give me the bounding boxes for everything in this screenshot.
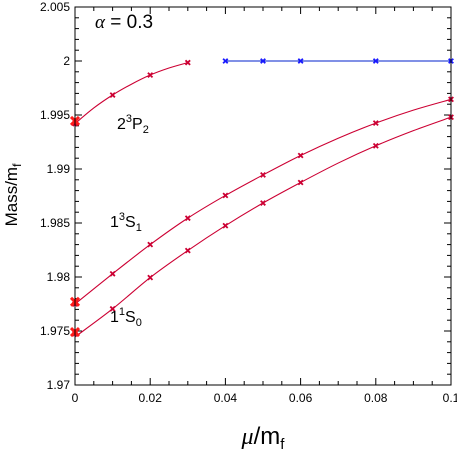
data-point-s2-stroke-b [222, 192, 229, 199]
data-point-s2-stroke-b [372, 120, 379, 127]
data-point-s3 [297, 179, 304, 186]
data-point-s2-stroke-b [297, 152, 304, 159]
state-label-1s1: 13S1 [110, 211, 142, 234]
y-tick-label: 1.97 [47, 378, 71, 392]
data-point-s0-stroke-b [109, 92, 116, 98]
data-point-s2 [147, 241, 154, 248]
data-point-s0 [147, 72, 154, 78]
y-axis-label-base: Mass/m [2, 167, 21, 227]
state-1s0-mid: S [125, 309, 136, 326]
data-point-s1 [372, 58, 379, 64]
state-1s0-sup: 1 [119, 306, 125, 318]
x-tick-label: 0.1 [443, 391, 457, 405]
data-point-s3-stroke-b [222, 222, 229, 229]
alpha-annotation: α = 0.3 [95, 12, 153, 33]
y-axis-label: Mass/mf [2, 163, 24, 227]
data-point-s3-stroke-b [372, 142, 379, 149]
x-tick-label: 0 [72, 391, 79, 405]
data-point-s3-stroke-b [297, 179, 304, 186]
alpha-equals: = [105, 12, 127, 33]
tick-labels: 0 0.02 0.04 0.06 0.08 0.1 1.97 1.975 1.98 1.985 1.… [40, 0, 457, 405]
data-point-s3-stroke-b [260, 200, 266, 206]
data-point-s2-stroke-b [184, 215, 191, 222]
x-axis-label-symbol: μ [241, 424, 254, 450]
data-point-s3 [260, 200, 266, 206]
y-tick-label: 1.98 [47, 270, 71, 284]
data-point-s3 [147, 274, 154, 281]
data-point-s2-stroke-b [260, 172, 266, 178]
y-tick-label: 1.985 [40, 216, 70, 230]
data-point-s2 [260, 172, 266, 178]
alpha-value: 0.3 [127, 12, 153, 33]
state-2p2-pre: 2 [117, 116, 126, 133]
data-point-s3 [109, 305, 116, 312]
alpha-symbol: α [95, 12, 106, 33]
y-tick-label: 2.005 [40, 0, 70, 14]
data-point-s2 [297, 152, 304, 159]
tick-marks [74, 6, 452, 386]
state-label-2p2: 23P2 [117, 113, 149, 136]
state-1s1-sup: 3 [119, 211, 125, 223]
state-1s1-sub: 1 [136, 222, 142, 234]
x-tick-label: 0.02 [139, 391, 163, 405]
data-point-s3-stroke-b [184, 247, 191, 254]
x-axis-label-sub: f [280, 436, 285, 453]
data-point-s1-stroke-b [222, 58, 229, 64]
data-point-s3-stroke-b [147, 274, 154, 281]
plot-frame [74, 6, 452, 386]
data-point-s3-stroke-b [109, 305, 116, 312]
state-1s0-pre: 1 [110, 309, 119, 326]
state-2p2-sub: 2 [143, 124, 149, 136]
y-tick-label: 1.99 [47, 162, 71, 176]
data-point-s1 [260, 58, 266, 64]
data-point-s2-stroke-b [109, 270, 116, 277]
x-tick-label: 0.04 [214, 391, 238, 405]
data-point-s1-stroke-b [260, 58, 266, 64]
data-point-s3 [222, 222, 229, 229]
x-axis-label-base: m [260, 423, 280, 450]
x-axis-label-slash: / [254, 423, 261, 450]
series-line-0 [74, 62, 188, 125]
data-point-s3 [372, 142, 379, 149]
state-2p2-mid: P [132, 116, 143, 133]
y-tick-label: 2 [63, 54, 70, 68]
data-point-s2 [184, 215, 191, 222]
data-point-s2 [109, 270, 116, 277]
data-point-s2 [372, 120, 379, 127]
data-point-s1 [297, 58, 304, 64]
y-axis-label-sub: f [10, 163, 24, 167]
data-point-s3 [184, 247, 191, 254]
state-2p2-sup: 3 [126, 113, 132, 125]
state-1s0-sub: 0 [136, 317, 142, 329]
data-point-s0 [109, 92, 116, 98]
x-tick-label: 0.08 [364, 391, 388, 405]
data-point-s0 [184, 59, 191, 66]
data-point-s0-stroke-b [184, 59, 191, 66]
data-point-s1-stroke-b [297, 58, 304, 64]
state-label-1s0: 11S0 [110, 306, 142, 329]
data-point-s1-stroke-b [372, 58, 379, 64]
state-1s1-pre: 1 [110, 214, 119, 231]
x-tick-label: 0.06 [289, 391, 313, 405]
data-point-s1 [222, 58, 229, 64]
data-point-s2-stroke-b [147, 241, 154, 248]
y-tick-label: 1.975 [40, 324, 70, 338]
y-tick-label: 1.995 [40, 108, 70, 122]
data-point-s0-stroke-b [147, 72, 154, 78]
x-axis-label: μ/mf [241, 423, 286, 453]
data-point-s2 [222, 192, 229, 199]
state-1s1-mid: S [125, 214, 136, 231]
